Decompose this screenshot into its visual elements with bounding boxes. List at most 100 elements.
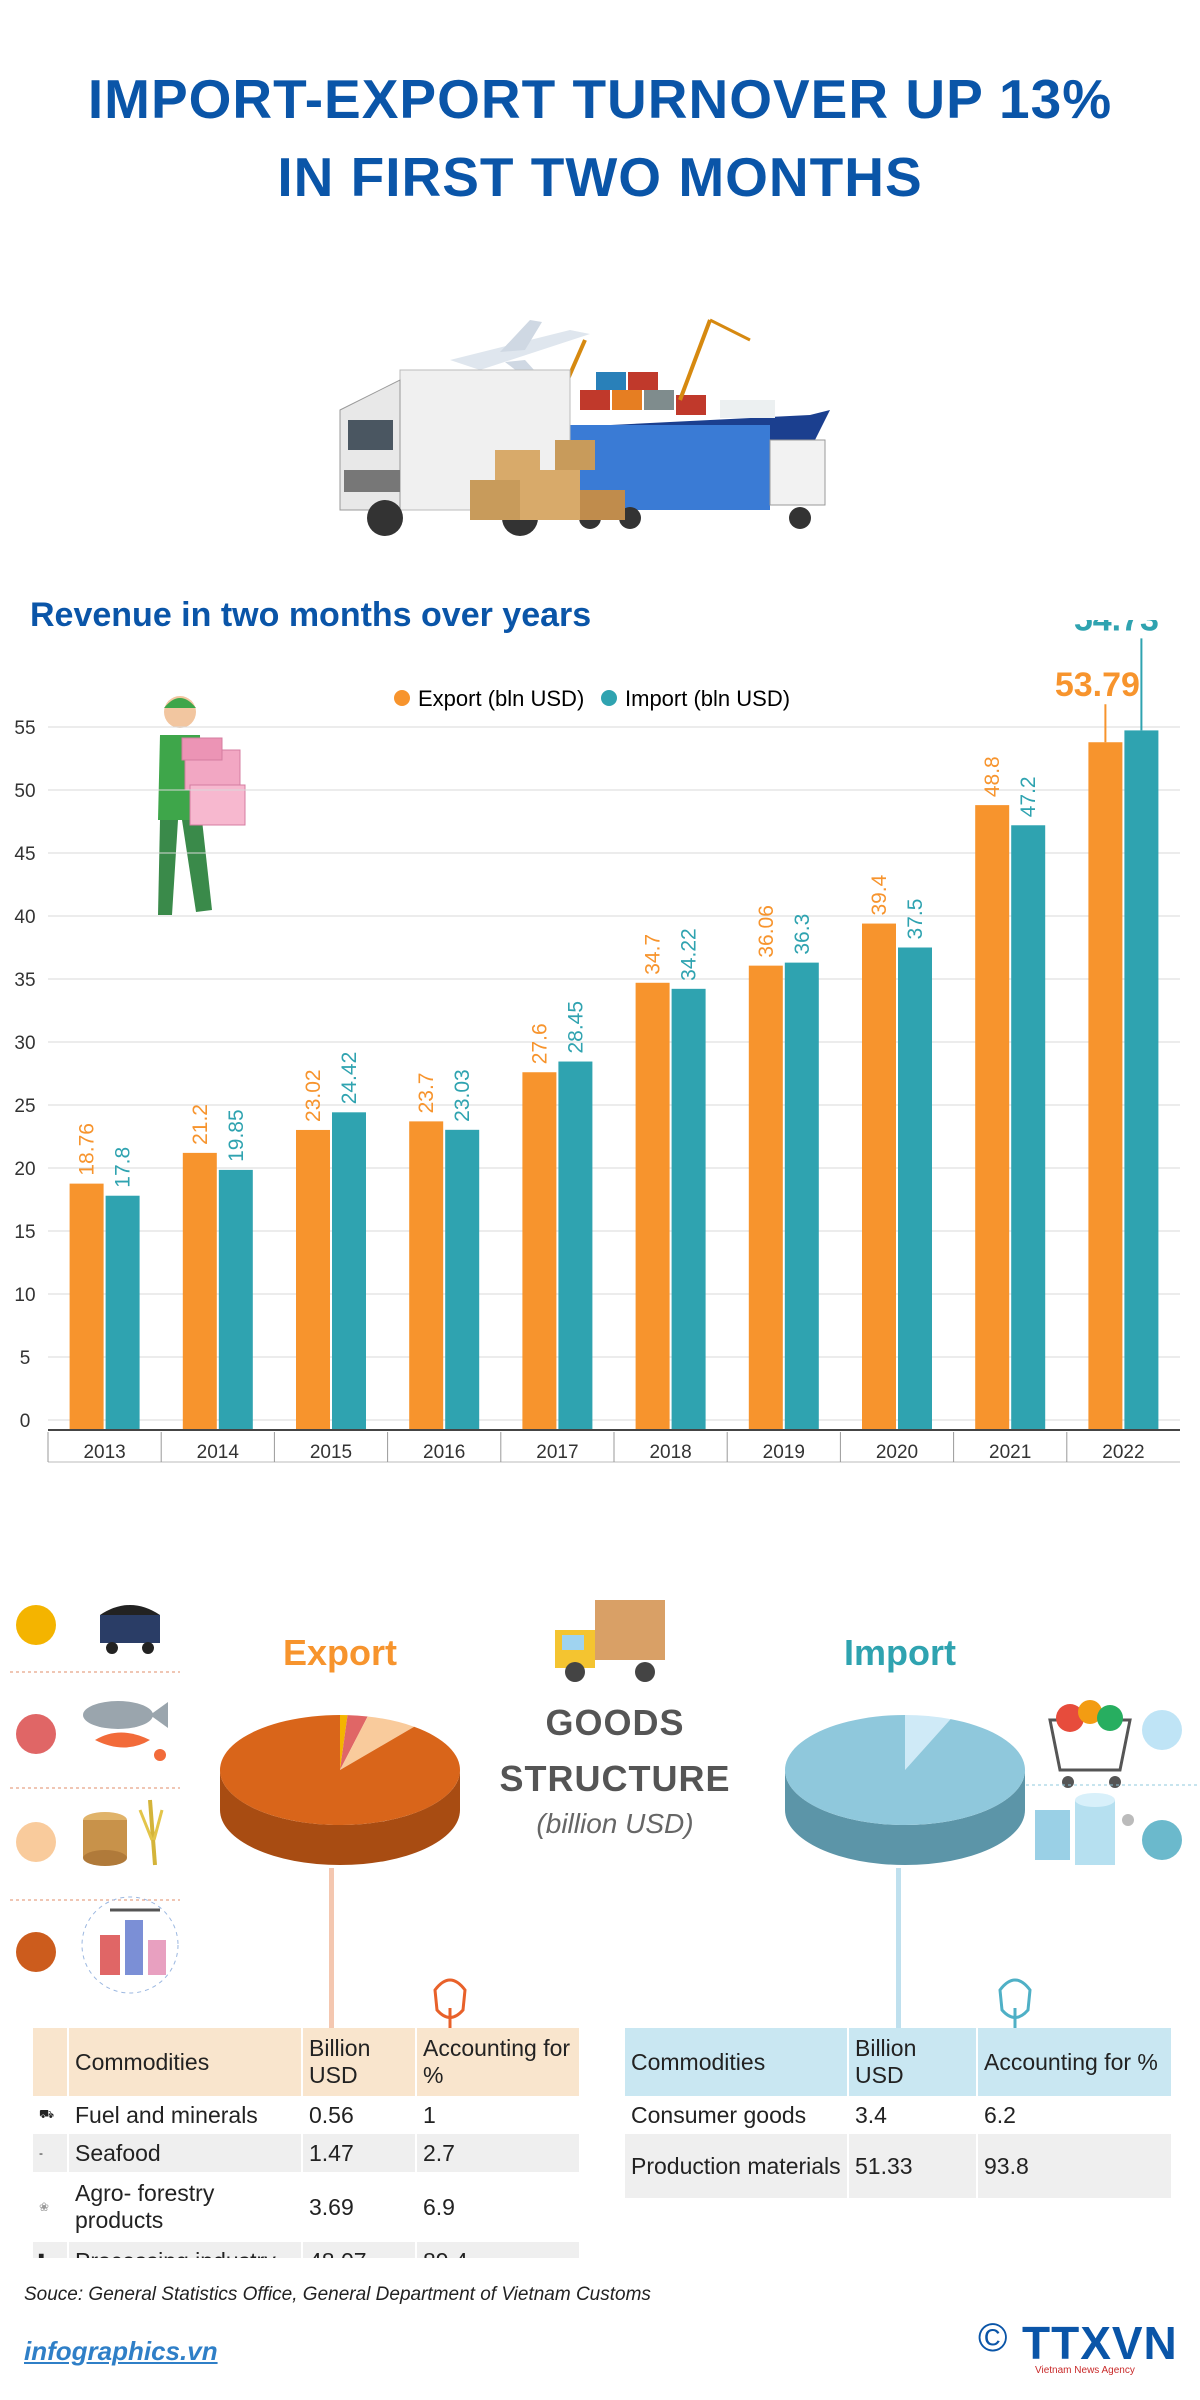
import-data-label: 34.22 [678,928,701,981]
commodity-usd: 0.56 [302,2096,417,2134]
export-data-label: 23.7 [415,1073,438,1114]
export-data-label: 21.2 [189,1104,212,1145]
source-note: Souce: General Statistics Office, Genera… [24,2284,651,2305]
export-data-label: 34.7 [642,934,665,975]
import-data-label: 54.73 [1074,620,1159,638]
commodity-name: Fuel and minerals [68,2096,303,2134]
export-data-label: 36.06 [755,905,778,958]
factory-icon [81,1896,179,1994]
export-bar [69,1183,104,1430]
pie-slice [785,1715,1025,1825]
import-data-label: 37.5 [904,899,927,940]
processing-legend-dot [16,1932,56,1972]
commodity-pct: 89.4 [416,2242,581,2258]
export-data-label: 39.4 [868,874,891,915]
hand-pointer-icon [998,1978,1032,2028]
export-table: Commodities Billion USD Accounting for %… [33,2028,581,2258]
export-bar [409,1121,444,1430]
y-tick-label: 20 [14,1159,35,1180]
x-tick-label: 2018 [649,1442,691,1463]
export-data-label: 53.79 [1055,666,1140,704]
boxes-icon [470,440,625,520]
website-link[interactable]: infographics.vn [24,2336,218,2366]
import-table: Commodities Billion USD Accounting for %… [625,2028,1173,2198]
commodity-pct: 2.7 [416,2134,581,2172]
table-row: ⛟ Fuel and minerals 0.56 1 [33,2096,581,2134]
import-bar [671,988,706,1430]
import-data-label: 28.45 [564,1001,587,1054]
export-heading: Export [282,1632,397,1673]
goods-title-line-1: GOODS [545,1702,685,1743]
commodities-header: Commodities [625,2028,849,2096]
y-tick-label: 15 [14,1222,35,1243]
commodity-usd: 3.69 [302,2172,417,2242]
y-axis-ticks: 0 5 10 15 20 25 30 35 40 45 50 55 [14,718,35,1432]
brand-logo: TTXVN [1022,2317,1178,2369]
legend-export-marker [394,690,410,706]
delivery-truck-icon [555,1600,665,1682]
goods-unit: (billion USD) [536,1808,694,1839]
agro-legend-dot [16,1822,56,1862]
x-tick-label: 2015 [310,1442,352,1463]
wood-rice-icon [83,1799,164,1866]
import-bar [898,947,932,1430]
table-header-row: Commodities Billion USD Accounting for % [33,2028,581,2096]
table-header-row: Commodities Billion USD Accounting for % [625,2028,1173,2096]
x-tick-label: 2020 [876,1442,918,1463]
export-bar [975,805,1010,1430]
export-data-label: 48.8 [981,756,1004,797]
chart-legend: Export (bln USD) Import (bln USD) [394,686,790,711]
export-pie-chart [220,1715,461,1865]
export-data-label: 18.76 [76,1123,99,1176]
export-bar [182,1152,217,1430]
revenue-bar-chart: 0 5 10 15 20 25 30 35 40 45 50 55 18.76 17.8 21.2 19.8… [14,620,1180,1463]
coal-cart-icon [100,1605,160,1654]
pie-slice [340,1716,415,1770]
table-row: Production materials 51.33 93.8 [625,2134,1173,2198]
export-bar [296,1129,330,1430]
export-data-label: 23.02 [302,1069,325,1122]
table-row: Consumer goods 3.4 6.2 [625,2096,1173,2134]
fish-icon: - [33,2134,69,2172]
export-bar [522,1072,557,1430]
export-bar [1088,742,1123,1430]
accounting-header: Accounting for % [416,2028,581,2096]
billion-usd-header: Billion USD [302,2028,417,2096]
import-connector [896,1868,901,2028]
commodity-name: Processing industry [68,2242,303,2258]
commodity-usd: 3.4 [848,2096,978,2134]
coal-cart-icon: ⛟ [33,2096,69,2134]
fuel-legend-dot [16,1605,56,1645]
import-data-label: 36.3 [791,914,814,955]
legend-import-marker [601,690,617,706]
chart-heading: Revenue in two months over years [30,596,592,634]
import-bar [784,962,819,1430]
y-tick-label: 50 [14,781,35,802]
pie-side [220,1770,460,1865]
icon-column-header [33,2028,69,2096]
billion-usd-header: Billion USD [848,2028,978,2096]
data-labels: 18.76 17.8 21.2 19.85 23.02 24.42 23.7 23.03 27.… [76,620,1159,1188]
bar-series [69,730,1159,1430]
pie-slice [905,1715,951,1770]
table-row: ▙ Processing industry 48.07 89.4 [33,2242,581,2258]
export-table-container: Commodities Billion USD Accounting for %… [33,2028,581,2258]
factory-icon: ▙ [33,2242,69,2258]
x-tick-label: 2019 [763,1442,805,1463]
export-legend [0,1590,190,2030]
table-row: - Seafood 1.47 2.7 [33,2134,581,2172]
fish-icon [83,1701,168,1761]
export-bar [862,923,896,1430]
import-bar [332,1112,366,1430]
import-data-label: 19.85 [225,1109,248,1162]
import-data-label: 24.42 [338,1052,361,1105]
import-bar [445,1129,480,1430]
worker-icon [158,696,246,915]
export-data-label: 27.6 [528,1023,551,1064]
commodity-pct: 6.2 [977,2096,1173,2134]
import-legend [1020,1690,1200,1900]
import-bar [1011,825,1046,1430]
hand-pointer-icon [433,1978,467,2028]
pie-slice [220,1715,461,1825]
x-tick-label: 2022 [1102,1442,1144,1463]
